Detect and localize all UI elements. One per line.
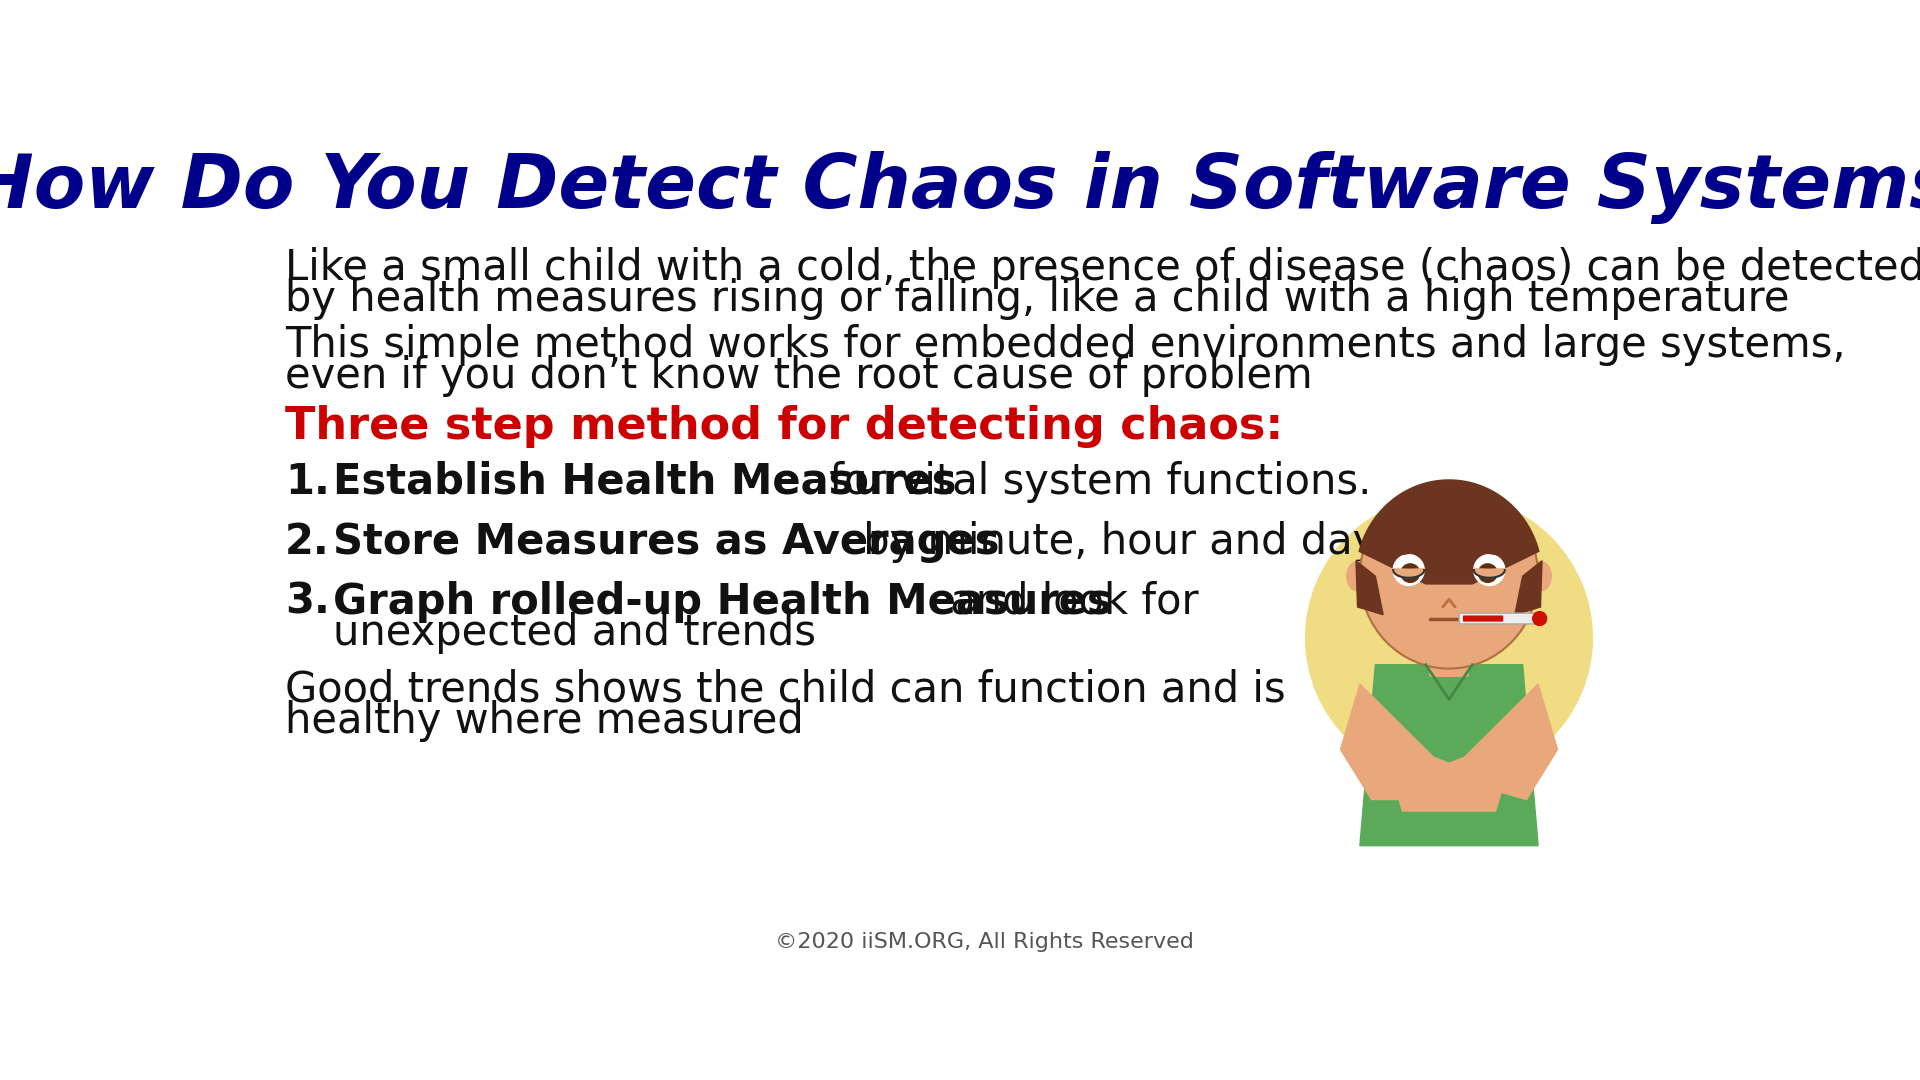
Text: This simple method works for embedded environments and large systems,: This simple method works for embedded en…	[284, 324, 1845, 366]
Text: ©2020 iiSM.ORG, All Rights Reserved: ©2020 iiSM.ORG, All Rights Reserved	[774, 932, 1194, 951]
Polygon shape	[1515, 561, 1542, 615]
Circle shape	[1405, 569, 1415, 577]
Text: for vital system functions.: for vital system functions.	[816, 461, 1371, 502]
FancyBboxPatch shape	[1463, 616, 1503, 622]
Polygon shape	[1356, 561, 1382, 615]
Text: Store Measures as Averages: Store Measures as Averages	[332, 521, 1000, 563]
Polygon shape	[1427, 684, 1557, 799]
Circle shape	[1475, 555, 1505, 585]
Ellipse shape	[1359, 484, 1538, 669]
Polygon shape	[1340, 684, 1473, 799]
Circle shape	[1394, 555, 1425, 585]
Text: How Do You Detect Chaos in Software Systems?: How Do You Detect Chaos in Software Syst…	[0, 151, 1920, 224]
Circle shape	[1478, 564, 1498, 582]
FancyBboxPatch shape	[1459, 613, 1536, 624]
Polygon shape	[1475, 569, 1505, 578]
Polygon shape	[1390, 772, 1507, 811]
Polygon shape	[1394, 569, 1425, 578]
Text: 1.: 1.	[284, 461, 330, 502]
Text: by health measures rising or falling, like a child with a high temperature: by health measures rising or falling, li…	[284, 279, 1789, 320]
Text: Establish Health Measures: Establish Health Measures	[332, 461, 956, 502]
Text: unexpected and trends: unexpected and trends	[332, 612, 816, 654]
Circle shape	[1532, 611, 1548, 625]
Text: healthy where measured: healthy where measured	[284, 700, 804, 742]
Circle shape	[1484, 569, 1492, 577]
Circle shape	[1306, 496, 1592, 780]
Polygon shape	[1359, 665, 1538, 846]
Ellipse shape	[1346, 562, 1369, 591]
Text: by minute, hour and day.: by minute, hour and day.	[849, 521, 1384, 563]
Text: 2.: 2.	[284, 521, 330, 563]
Ellipse shape	[1530, 562, 1551, 591]
Polygon shape	[1359, 480, 1538, 584]
FancyBboxPatch shape	[1430, 652, 1469, 676]
Text: Like a small child with a cold, the presence of disease (chaos) can be detected: Like a small child with a cold, the pres…	[284, 246, 1920, 288]
Text: and look for: and look for	[937, 581, 1198, 623]
Text: Graph rolled-up Health Measures: Graph rolled-up Health Measures	[332, 581, 1112, 623]
Text: even if you don’t know the root cause of problem: even if you don’t know the root cause of…	[284, 355, 1313, 397]
Circle shape	[1402, 564, 1419, 582]
Text: Three step method for detecting chaos:: Three step method for detecting chaos:	[284, 405, 1283, 448]
Text: Good trends shows the child can function and is: Good trends shows the child can function…	[284, 669, 1286, 711]
Text: 3.: 3.	[284, 581, 330, 623]
